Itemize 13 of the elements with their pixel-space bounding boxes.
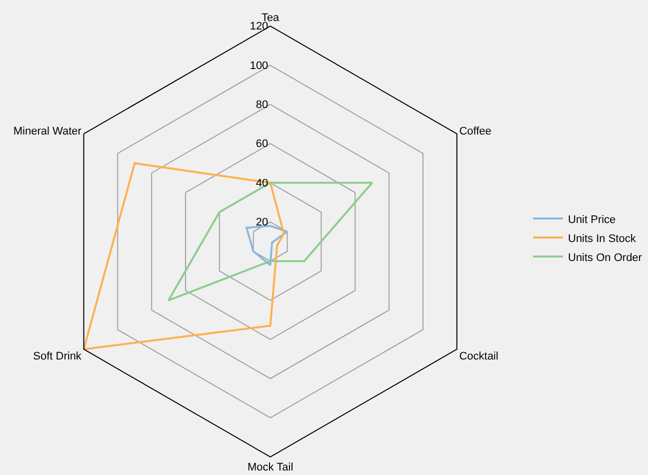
y-tick-label: 20: [256, 216, 268, 229]
spoke-label: Coffee: [459, 126, 492, 138]
y-tick-label: 120: [250, 20, 268, 33]
legend-label: Units In Stock: [568, 232, 636, 245]
spoke-label: Cocktail: [459, 350, 498, 362]
legend-label: Units On Order: [568, 252, 642, 264]
spoke-label: Soft Drink: [33, 350, 82, 362]
legend-label: Unit Price: [568, 214, 616, 226]
spoke-label: Mineral Water: [13, 126, 82, 138]
y-tick-label: 100: [250, 60, 268, 72]
spoke-label: Mock Tail: [247, 462, 294, 474]
y-tick-label: 60: [256, 138, 268, 150]
y-tick-label: 80: [256, 99, 268, 112]
